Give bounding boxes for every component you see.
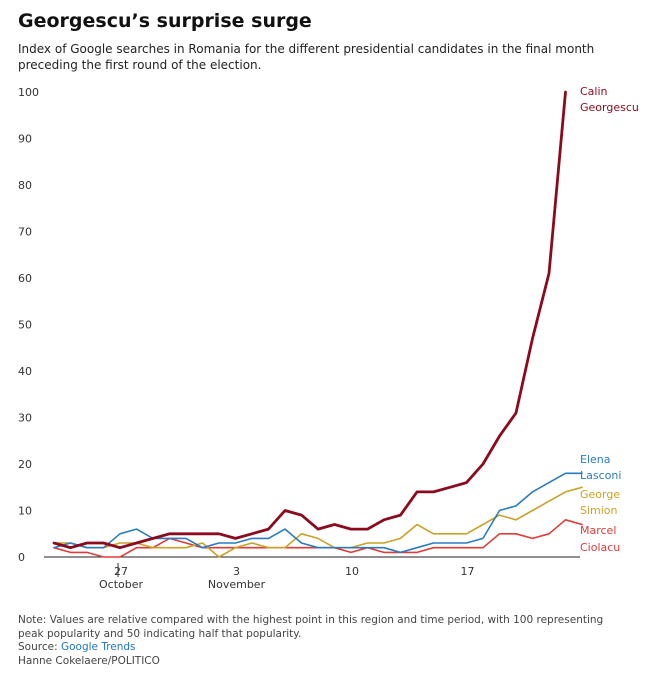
source-label: Source:: [18, 641, 61, 653]
chart-title: Georgescu’s surprise surge: [18, 10, 312, 32]
chart-subtitle: Index of Google searches in Romania for …: [18, 42, 595, 72]
series-label: Simion: [580, 504, 618, 517]
y-tick-label: 10: [18, 505, 32, 518]
chart-note: Note: Values are relative compared with …: [18, 614, 618, 668]
series-label: Calin: [580, 85, 608, 98]
y-tick-label: 40: [18, 365, 32, 378]
source-link[interactable]: Google Trends: [60, 641, 136, 653]
series-label: Georgescu: [580, 101, 639, 114]
y-tick-label: 60: [18, 272, 32, 285]
y-tick-label: 100: [18, 86, 39, 99]
y-tick-label: 0: [18, 551, 25, 564]
source-line: Source: Google Trends: [18, 641, 618, 655]
credit: Hanne Cokelaere/POLITICO: [18, 654, 160, 667]
series-line-elena-lasconi: [53, 472, 583, 554]
series-label: Marcel: [580, 524, 616, 537]
y-tick-label: 50: [18, 319, 32, 332]
series-line-george-simion: [53, 486, 583, 558]
series-label: Lasconi: [580, 469, 621, 482]
series-line-calin-georgescu: [52, 90, 567, 550]
y-tick-label: 90: [18, 133, 32, 146]
y-tick-label: 70: [18, 226, 32, 239]
x-tick-label: 17: [461, 565, 475, 578]
x-tick-label: 27: [114, 565, 128, 578]
series-label: Ciolacu: [580, 541, 620, 554]
y-tick-label: 30: [18, 412, 32, 425]
series-label: George: [580, 488, 620, 501]
y-tick-label: 80: [18, 179, 32, 192]
x-tick-label: 10: [345, 565, 359, 578]
note-text: Note: Values are relative compared with …: [18, 614, 604, 640]
series-label: Elena: [580, 453, 611, 466]
x-tick-label: 3: [233, 565, 240, 578]
y-tick-label: 20: [18, 458, 32, 471]
x-tick-month-label: October: [99, 578, 143, 591]
x-tick-month-label: November: [208, 578, 266, 591]
